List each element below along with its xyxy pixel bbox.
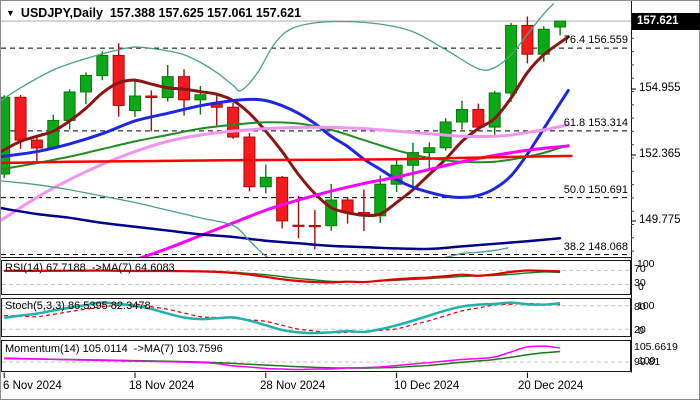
stoch-label: Stoch(5,3,3) 86.5395 82.3478 (5, 300, 151, 312)
candle-body (554, 20, 567, 28)
price-axis-label: 154.955 (639, 82, 681, 94)
date-axis-label: 10 Dec 2024 (394, 380, 460, 392)
main-chart-area (1, 3, 631, 257)
date-axis-label: 20 Dec 2024 (518, 380, 584, 392)
candle-body (456, 109, 468, 123)
indicator-scale-label: 105.6619 (634, 341, 678, 353)
candle-body (63, 91, 76, 121)
fib-level-label: 50.0 150.691 (563, 183, 628, 196)
indicator-scale-label: 100 (638, 355, 656, 367)
candle-body (308, 224, 321, 228)
mom-panel-border (1, 340, 631, 372)
ma-navy-line (1, 206, 562, 251)
price-axis-label: 152.365 (639, 148, 681, 160)
date-axis-label: 6 Nov 2024 (3, 380, 62, 392)
indicator-scale-label: 30 (634, 277, 646, 289)
rsi-line (4, 269, 561, 284)
ma-long-magenta-line (138, 144, 570, 257)
rsi-panel (4, 269, 561, 284)
stoch-panel (4, 301, 561, 335)
candle-body (521, 24, 534, 55)
momentum-line (4, 345, 561, 371)
ma-slow-green-line (1, 121, 570, 171)
indicator-scale-label: 0 (638, 325, 644, 337)
candle-body (79, 74, 92, 93)
indicator-scale-label: 80 (634, 301, 646, 313)
current-price-badge: 157.621 (632, 13, 700, 30)
rsi-panel-border (1, 260, 631, 295)
candle-body (30, 139, 43, 149)
band-lower-line (1, 180, 509, 257)
stoch-main-line (4, 301, 561, 335)
band-upper-line (1, 3, 555, 102)
price-axis-label: 149.775 (639, 214, 681, 226)
stoch-panel-border (1, 298, 631, 337)
stoch-signal-line (4, 302, 561, 334)
indicator-scale-label: 20 (634, 324, 646, 336)
ohlc-values: 157.388 157.625 157.061 157.621 (109, 6, 302, 20)
date-axis-label: 18 Nov 2024 (129, 380, 195, 392)
candle-body (227, 106, 240, 138)
indicator-scale-label: 100 (637, 300, 655, 312)
indicator-scale-label: 70 (634, 263, 646, 275)
candle-body (14, 96, 27, 141)
candle-body (96, 54, 109, 77)
indicator-scale-label: 100 (637, 258, 655, 270)
symbol-dropdown-icon[interactable]: ▼ (6, 8, 15, 18)
ma-long-violet-line (1, 123, 570, 222)
ma-flat-red-line (1, 154, 573, 165)
indicator-scale-label: 99.81 (634, 356, 661, 368)
fib-level-label: 38.2 148.068 (563, 240, 628, 253)
candle-body (276, 176, 289, 222)
candle-body (374, 183, 387, 217)
candle-body (1, 96, 11, 175)
chart-header: ▼ USDJPY,Daily 157.388 157.625 157.061 15… (6, 6, 301, 20)
candle-body (145, 95, 158, 99)
candle-body (129, 95, 141, 112)
ma-mid-blue-line (1, 88, 570, 199)
candle-body (194, 94, 207, 101)
mom-panel (4, 345, 561, 371)
candle-body (423, 147, 436, 154)
rsi-label: RSI(14) 67.7188 ->MA(7) 64.6083 (5, 262, 175, 274)
fib-level-label: 61.8 153.314 (563, 116, 628, 129)
indicator-scale-label: 0 (638, 281, 644, 293)
candle-body (243, 136, 256, 188)
fib-level-label: 76.4 156.559 (563, 34, 628, 47)
candle-body (259, 176, 272, 188)
momentum-label: Momentum(14) 105.0114 ->MA(7) 103.7596 (5, 343, 223, 355)
symbol-timeframe-label: USDJPY,Daily (20, 6, 103, 20)
candle-body (488, 92, 501, 128)
date-axis-label: 28 Nov 2024 (260, 380, 326, 392)
candle-body (325, 199, 338, 227)
candle-body (292, 224, 305, 227)
